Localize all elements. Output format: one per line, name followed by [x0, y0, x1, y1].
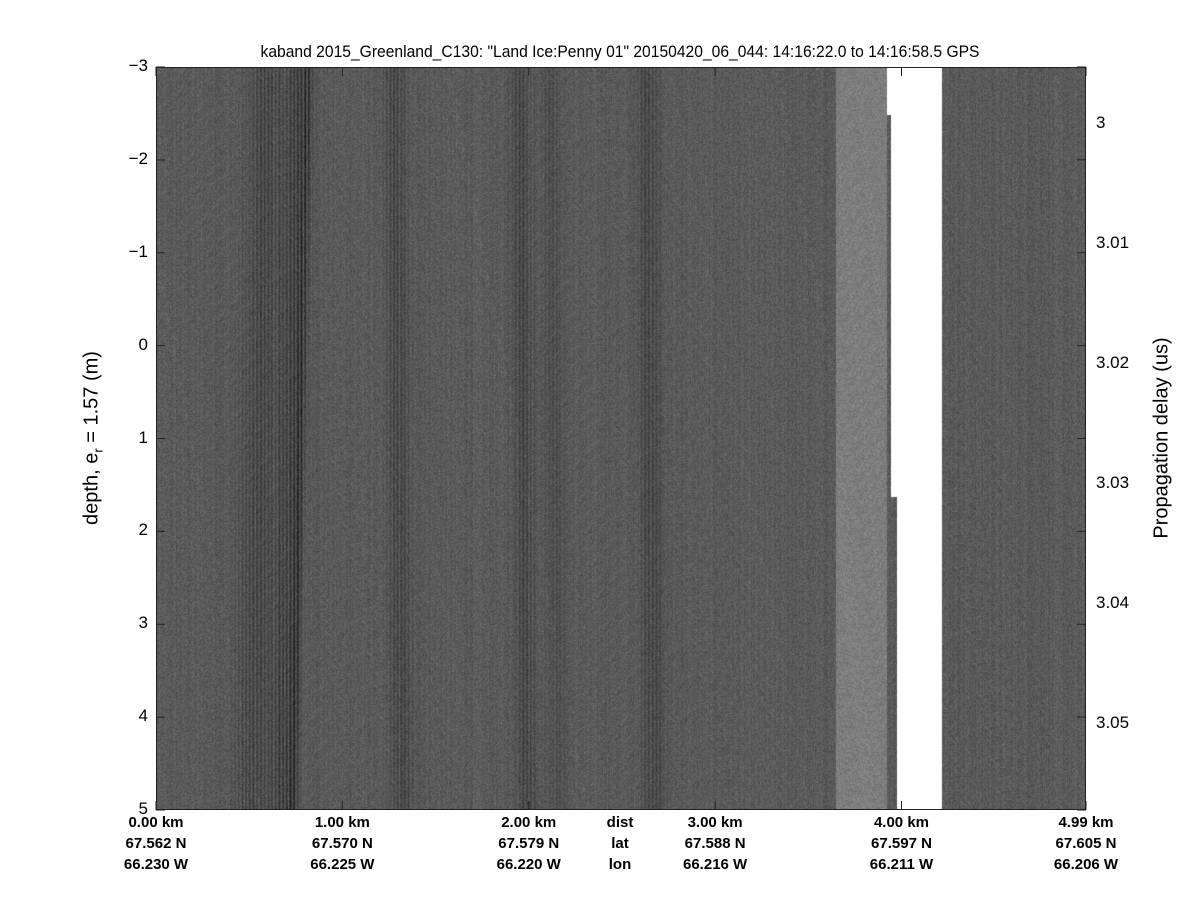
- x-tick-label: 67.579 N: [498, 835, 560, 852]
- x-tick-label: 67.605 N: [1055, 835, 1117, 852]
- x-tick-label-group: 2.00 km 67.579 N 66.220 W: [469, 812, 589, 875]
- y-tick-label: −2: [128, 148, 148, 168]
- echogram-image: [156, 67, 1086, 810]
- y-tick-label: 2: [138, 520, 148, 540]
- y-tick-label: −3: [128, 56, 148, 75]
- y-label-sub: r: [90, 448, 106, 453]
- y-label-main: depth, e: [80, 452, 103, 525]
- y-tick-label: 4: [138, 706, 148, 726]
- x-tick-label: 2.00 km: [501, 814, 557, 831]
- x-tick-label: 0.00 km: [128, 814, 184, 831]
- y2-tick-label: 3.01: [1096, 233, 1130, 252]
- x-tick-label: 66.220 W: [496, 856, 561, 873]
- x-tick-label: 66.206 W: [1053, 856, 1119, 873]
- x-tick-label-group: 1.00 km 67.570 N 66.225 W: [282, 812, 402, 875]
- x-tick-label: 4.00 km: [873, 814, 929, 831]
- x-tick-label: 66.230 W: [123, 856, 189, 873]
- y2-axis-label: Propagation delay (us): [1150, 337, 1173, 539]
- x-tick-label: 3.00 km: [687, 814, 743, 831]
- x-tick-label: 66.211 W: [869, 856, 934, 873]
- x-tick-label: 67.588 N: [684, 835, 746, 852]
- x-tick-label: 1.00 km: [314, 814, 370, 831]
- x-tick-label: 66.216 W: [683, 856, 748, 873]
- x-tick-label: 67.562 N: [125, 835, 187, 852]
- x-tick-label-group: 4.00 km 67.597 N 66.211 W: [841, 812, 961, 875]
- y-tick-label: 5: [138, 799, 148, 818]
- x-row-label: lat: [611, 835, 629, 852]
- x-row-label: dist: [606, 814, 634, 831]
- x-tick-label: 4.99 km: [1058, 814, 1114, 831]
- y-tick-label: 0: [138, 334, 148, 354]
- y-label-rest: = 1.57 (m): [80, 351, 103, 449]
- y2-tick-label: 3.02: [1096, 353, 1130, 372]
- y-tick-label: 1: [138, 427, 148, 447]
- y-axis-label: depth, er = 1.57 (m): [81, 351, 106, 525]
- x-tick-label-group: 3.00 km 67.588 N 66.216 W: [655, 812, 775, 875]
- x-row-label: lon: [608, 856, 632, 873]
- chart-title: kaband 2015_Greenland_C130: "Land Ice:Pe…: [260, 42, 980, 61]
- y2-tick-label: 3: [1096, 113, 1106, 132]
- x-tick-label: 66.225 W: [310, 856, 375, 873]
- x-row-labels: dist lat lon: [560, 812, 680, 875]
- x-tick-label-group: 4.99 km 67.605 N 66.206 W: [1026, 812, 1146, 875]
- y-tick-label: −1: [128, 241, 148, 261]
- y2-tick-label: 3.03: [1096, 473, 1130, 492]
- y2-tick-label: 3.05: [1096, 713, 1130, 732]
- x-tick-label: 67.570 N: [311, 835, 373, 852]
- x-tick-label: 67.597 N: [871, 835, 932, 852]
- x-tick-label-group: 0.00 km 67.562 N 66.230 W: [96, 812, 216, 875]
- y-tick-label: 3: [138, 613, 148, 633]
- y2-tick-label: 3.04: [1096, 593, 1130, 612]
